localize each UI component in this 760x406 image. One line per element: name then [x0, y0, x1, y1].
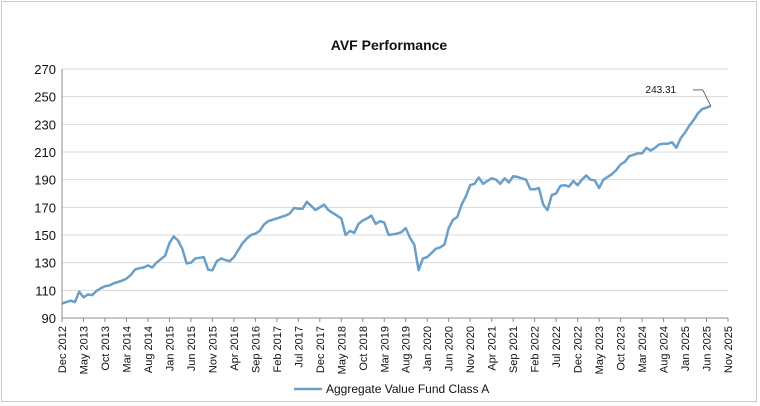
x-tick-label: Mar 2019 — [379, 326, 391, 372]
y-tick-label: 210 — [34, 145, 56, 160]
annotation-leader — [702, 89, 712, 107]
y-tick-label: 270 — [34, 62, 56, 77]
x-tick-label: Oct 2023 — [616, 326, 628, 371]
x-tick-label: May 2013 — [78, 326, 90, 374]
x-tick-label: Jan 2025 — [680, 326, 692, 371]
y-tick-label: 90 — [42, 311, 56, 326]
y-tick-label: 110 — [35, 283, 56, 298]
x-tick-label: Aug 2019 — [401, 326, 413, 373]
x-tick-label: Dec 2022 — [573, 326, 585, 373]
x-tick-label: Oct 2018 — [358, 326, 370, 371]
annotation-layer: 243.31 — [646, 85, 712, 107]
x-tick-label: Jun 2025 — [702, 326, 714, 371]
x-tick-label: Apr 2016 — [229, 326, 241, 371]
x-tick-label: Nov 2020 — [465, 326, 477, 373]
x-tick-label: Nov 2025 — [723, 326, 735, 373]
x-tick-label: May 2023 — [594, 326, 606, 374]
x-tick-label: Sep 2016 — [250, 326, 262, 373]
y-tick-label: 170 — [34, 200, 56, 215]
x-tick-label: Dec 2012 — [57, 326, 69, 373]
y-axis-ticks: 90 110 130 150 170 190 210 230 250 270 — [34, 62, 56, 326]
y-tick-label: 190 — [34, 173, 56, 188]
x-tick-label: Jan 2015 — [164, 326, 176, 371]
series-line-aggregate-value-fund-class-a — [61, 104, 712, 305]
y-tick-label: 230 — [34, 117, 56, 132]
x-tick-label: Jun 2015 — [186, 326, 198, 371]
x-tick-label: Dec 2017 — [315, 326, 327, 373]
x-tick-label: Jan 2020 — [422, 326, 434, 371]
y-tick-label: 130 — [34, 256, 56, 271]
x-tick-label: Feb 2017 — [272, 326, 284, 372]
grid-lines — [61, 68, 728, 319]
x-tick-label: Apr 2021 — [487, 326, 499, 371]
x-tick-label: Mar 2024 — [637, 326, 649, 372]
performance-chart: AVF Performance 90 110 130 150 170 190 210 230 2… — [34, 37, 735, 396]
x-axis-ticks: Dec 2012 May 2013 Oct 2013 Mar 2014 Aug 2014… — [57, 318, 735, 374]
y-tick-label: 150 — [34, 228, 56, 243]
x-tick-label: Oct 2013 — [100, 326, 112, 371]
legend: Aggregate Value Fund Class A — [294, 382, 489, 396]
x-tick-label: Mar 2014 — [121, 326, 133, 372]
x-tick-label: Jul 2017 — [293, 326, 305, 368]
legend-label-aggregate-value-fund-class-a: Aggregate Value Fund Class A — [326, 382, 489, 396]
annotation-label: 243.31 — [646, 85, 677, 96]
x-tick-label: Aug 2024 — [659, 326, 671, 373]
x-tick-label: Jun 2020 — [444, 326, 456, 371]
chart-title: AVF Performance — [331, 37, 448, 53]
series-layer — [61, 104, 712, 305]
x-tick-label: Nov 2015 — [207, 326, 219, 373]
y-tick-label: 250 — [34, 90, 56, 105]
x-tick-label: Sep 2021 — [508, 326, 520, 373]
x-tick-label: Aug 2014 — [143, 326, 155, 373]
x-tick-label: Feb 2022 — [530, 326, 542, 372]
x-tick-label: Jul 2022 — [551, 326, 563, 368]
x-tick-label: May 2018 — [336, 326, 348, 374]
